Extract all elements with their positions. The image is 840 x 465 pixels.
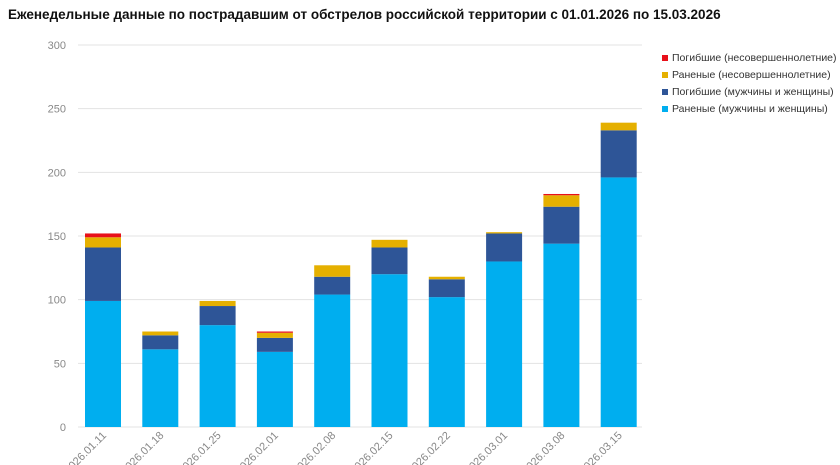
x-tick-label: 2026.02.22 bbox=[406, 430, 453, 465]
legend-item: Раненые (мужчины и женщины) bbox=[662, 103, 828, 115]
y-tick-label: 150 bbox=[48, 231, 66, 243]
x-tick-label: 2026.02.15 bbox=[348, 430, 395, 465]
y-tick-label: 50 bbox=[54, 358, 66, 370]
bar-segment bbox=[543, 193, 580, 196]
legend-item: Погибшие (мужчины и женщины) bbox=[662, 86, 834, 98]
legend-label: Погибшие (несовершеннолетние) bbox=[672, 52, 837, 64]
legend-label: Погибшие (мужчины и женщины) bbox=[672, 86, 834, 98]
y-tick-label: 250 bbox=[48, 104, 66, 116]
x-tick-label: 2026.02.08 bbox=[291, 430, 338, 465]
bar-segment bbox=[600, 177, 637, 427]
bar-segment bbox=[600, 130, 637, 178]
x-tick-label: 2026.03.08 bbox=[520, 430, 567, 465]
bar-segment bbox=[199, 325, 236, 427]
bar-segment bbox=[85, 300, 121, 427]
bar-segment bbox=[486, 232, 523, 234]
legend-label: Раненые (мужчины и женщины) bbox=[672, 103, 828, 115]
bar-segment bbox=[486, 233, 523, 262]
bar-segment bbox=[371, 274, 408, 427]
bar-segment bbox=[371, 247, 408, 275]
legend-item: Погибшие (несовершеннолетние) bbox=[662, 52, 837, 64]
x-tick-label: 2026.01.25 bbox=[176, 430, 223, 465]
bar-segment bbox=[256, 351, 293, 427]
x-tick-label: 2026.02.01 bbox=[234, 430, 281, 465]
bar-segment bbox=[486, 261, 523, 427]
y-tick-label: 200 bbox=[48, 167, 66, 179]
x-tick-label: 2026.03.15 bbox=[577, 430, 624, 465]
x-tick-label: 2026.03.01 bbox=[463, 430, 510, 465]
bar-segment bbox=[314, 265, 351, 277]
bar-segment bbox=[543, 206, 580, 244]
x-tick-label: 2026.01.18 bbox=[119, 430, 166, 465]
chart-title: Еженедельные данные по пострадавшим от о… bbox=[8, 7, 721, 22]
bar-segment bbox=[85, 233, 121, 238]
legend-swatch bbox=[662, 89, 668, 95]
legend-item: Раненые (несовершеннолетние) bbox=[662, 69, 831, 81]
bar-segment bbox=[428, 276, 465, 280]
bar-segment bbox=[314, 294, 351, 427]
y-tick-label: 100 bbox=[48, 295, 66, 307]
bar-segment bbox=[142, 349, 179, 427]
bar-segment bbox=[256, 332, 293, 338]
y-tick-label: 300 bbox=[48, 40, 66, 52]
bar-segment bbox=[600, 122, 637, 131]
bar-segment bbox=[314, 276, 351, 295]
x-tick-label: 2026.01.11 bbox=[62, 430, 109, 465]
bar-segment bbox=[256, 331, 293, 333]
bar-segment bbox=[371, 239, 408, 248]
legend-swatch bbox=[662, 106, 668, 112]
bar-segment bbox=[85, 237, 121, 248]
y-tick-label: 0 bbox=[60, 422, 66, 434]
bar-segment bbox=[199, 306, 236, 326]
legend-swatch bbox=[662, 72, 668, 78]
bar-segment bbox=[199, 300, 236, 307]
bar-segment bbox=[142, 335, 179, 350]
legend-swatch bbox=[662, 55, 668, 61]
bar-segment bbox=[85, 247, 121, 301]
bar-segment bbox=[428, 297, 465, 427]
bar-segment bbox=[543, 195, 580, 207]
bar-segment bbox=[256, 337, 293, 352]
legend-label: Раненые (несовершеннолетние) bbox=[672, 69, 831, 81]
bar-segment bbox=[428, 279, 465, 298]
bar-segment bbox=[543, 243, 580, 427]
bar-segment bbox=[142, 331, 179, 336]
